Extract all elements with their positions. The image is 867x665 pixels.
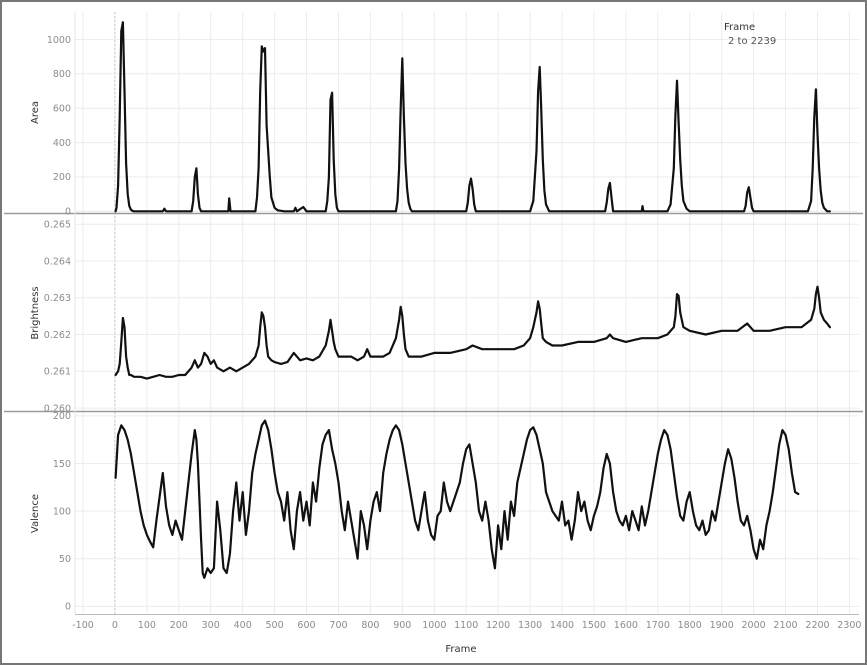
- x-tick-label: 1000: [422, 620, 446, 631]
- x-tick-label: 2100: [773, 620, 797, 631]
- x-tick-label: 600: [297, 620, 315, 631]
- y-tick-label: 0: [65, 602, 71, 613]
- x-tick-label: 100: [138, 620, 156, 631]
- legend-range: 2 to 2239: [728, 36, 776, 47]
- x-tick-label: 1200: [486, 620, 510, 631]
- x-tick-label: 2300: [837, 620, 861, 631]
- y-tick-label: 50: [59, 554, 71, 565]
- series-lines: [114, 21, 831, 579]
- x-tick-label: 1900: [710, 620, 734, 631]
- grid-lines: [75, 12, 859, 614]
- y-tick-label: 0.260: [44, 403, 71, 414]
- x-tick-label: 2000: [742, 620, 766, 631]
- x-tick-label: 1700: [646, 620, 670, 631]
- y-axis-label-brightness: Brightness: [30, 286, 41, 339]
- y-tick-label: 0.262: [44, 330, 71, 341]
- y-axis-labels: Area Brightness Valence: [30, 101, 41, 533]
- x-tick-label: 1100: [454, 620, 478, 631]
- series-line-valence: [114, 419, 800, 579]
- y-tick-label: 1000: [47, 35, 71, 46]
- y-tick-label: 0.263: [44, 293, 71, 304]
- y-tick-label: 0.261: [44, 367, 71, 378]
- y-axis-label-valence: Valence: [30, 494, 41, 533]
- panel-dividers: [4, 12, 863, 615]
- y-tick-label: 0.264: [44, 256, 71, 267]
- y-tick-label: 100: [53, 506, 71, 517]
- x-tick-label: 300: [202, 620, 220, 631]
- x-tick-label: 2200: [805, 620, 829, 631]
- y-tick-labels: 020040060080010000.2600.2610.2620.2630.2…: [44, 35, 71, 613]
- x-tick-label: 0: [112, 620, 118, 631]
- panel-brightness: [75, 215, 859, 411]
- y-tick-label: 800: [53, 69, 71, 80]
- panel-backgrounds: [75, 12, 859, 614]
- y-tick-label: 400: [53, 138, 71, 149]
- x-tick-label: 1600: [614, 620, 638, 631]
- x-tick-label: 1500: [582, 620, 606, 631]
- series-line-brightness: [114, 285, 831, 380]
- legend-title: Frame: [724, 22, 755, 33]
- x-tick-labels: -100 0 100 200 300 400 500 600 700 800 900 1000 1100…: [72, 620, 861, 631]
- x-tick-label: 800: [361, 620, 379, 631]
- x-tick-label: 400: [234, 620, 252, 631]
- y-tick-label: 200: [53, 172, 71, 183]
- x-axis-title: Frame: [445, 644, 476, 655]
- y-tick-label: 150: [53, 459, 71, 470]
- y-tick-label: 0: [65, 207, 71, 218]
- x-tick-label: 1300: [518, 620, 542, 631]
- y-tick-label: 600: [53, 104, 71, 115]
- series-line-area: [114, 21, 831, 213]
- x-tick-label: -100: [72, 620, 94, 631]
- y-tick-label: 0.265: [44, 220, 71, 231]
- y-tick-label: 200: [53, 411, 71, 422]
- y-axis-label-area: Area: [30, 101, 41, 124]
- x-tick-label: 900: [393, 620, 411, 631]
- x-tick-label: 200: [170, 620, 188, 631]
- x-tick-label: 1400: [550, 620, 574, 631]
- x-tick-label: 700: [329, 620, 347, 631]
- x-tick-label: 500: [266, 620, 284, 631]
- x-tick-label: 1800: [678, 620, 702, 631]
